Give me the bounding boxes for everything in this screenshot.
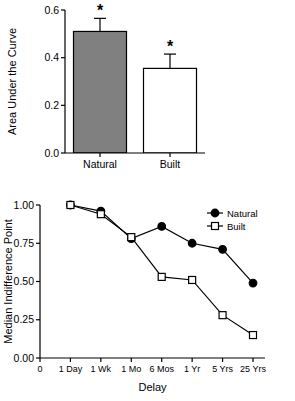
- legend-label: Natural: [227, 208, 258, 219]
- error-line: [99, 18, 100, 31]
- x-tick-label: 6 Mos: [149, 364, 174, 374]
- point: [188, 239, 196, 247]
- y-tick: [36, 281, 40, 282]
- x-tick-label: 1 Yr: [184, 364, 200, 374]
- series-line: [70, 205, 253, 335]
- point: [219, 246, 227, 254]
- x-tick-label: 1 Day: [59, 364, 83, 374]
- legend-marker: [211, 209, 219, 217]
- point: [250, 332, 257, 339]
- point: [128, 234, 135, 241]
- error-line: [169, 54, 170, 68]
- x-tick-label: 0: [37, 364, 42, 374]
- x-tick-label: Built: [160, 158, 181, 170]
- y-tick: [36, 243, 40, 244]
- point: [158, 273, 165, 280]
- point: [67, 202, 74, 209]
- x-tick: [70, 358, 71, 362]
- x-tick-label: 5 Yrs: [212, 364, 233, 374]
- y-tick-label: 0.2: [44, 99, 59, 111]
- x-tick-label: 1 Mo: [121, 364, 141, 374]
- y-tick-label: 0.4: [44, 51, 59, 63]
- y-tick-label: 0.50: [14, 275, 35, 287]
- y-tick: [36, 357, 40, 358]
- error-bar: [94, 18, 106, 31]
- y-axis-label: Median Indifference Point: [2, 219, 14, 344]
- x-tick-label: Natural: [83, 158, 117, 170]
- y-tick-label: 0.00: [14, 352, 35, 364]
- legend-label: Built: [227, 221, 246, 232]
- x-tick: [222, 358, 223, 362]
- bars: [74, 18, 197, 153]
- point: [219, 312, 226, 319]
- x-axis-label: Delay: [138, 381, 167, 393]
- x-axis: [40, 357, 265, 358]
- x-tick: [161, 358, 162, 362]
- y-axis: [64, 10, 65, 153]
- x-tick: [100, 358, 101, 362]
- y-tick: [36, 204, 40, 205]
- series-line: [70, 205, 253, 283]
- x-tick: [252, 358, 253, 362]
- point: [67, 201, 75, 209]
- y-tick-label: 0.6: [44, 4, 59, 16]
- y-tick-label: 1.00: [14, 199, 35, 211]
- x-tick: [169, 153, 170, 157]
- annotation: *: [97, 2, 104, 19]
- bar: [74, 31, 127, 153]
- y-tick: [36, 319, 40, 320]
- y-axis-label: Area Under the Curve: [6, 28, 18, 135]
- x-tick-label: 25 Yrs: [240, 364, 266, 374]
- x-tick: [192, 358, 193, 362]
- point: [189, 276, 196, 283]
- annotation: *: [167, 38, 174, 55]
- error-bar: [164, 54, 176, 68]
- point: [249, 279, 257, 287]
- y-tick: [61, 57, 65, 58]
- point: [158, 223, 166, 231]
- y-tick-label: 0.75: [14, 237, 35, 249]
- legend-marker: [212, 223, 219, 230]
- x-axis: [65, 152, 205, 153]
- x-tick-label: 1 Wk: [91, 364, 112, 374]
- x-tick: [99, 153, 100, 157]
- y-tick: [61, 152, 65, 153]
- x-tick: [131, 358, 132, 362]
- legend: Natural Built: [207, 208, 258, 232]
- y-tick-label: 0.0: [44, 147, 59, 159]
- y-tick-label: 0.25: [14, 313, 35, 325]
- lines: [67, 201, 257, 338]
- figure: Natural Built 0.0 0.2 0.4 0.6 Area Under the C…: [0, 0, 295, 401]
- point: [97, 211, 104, 218]
- bar: [144, 68, 197, 153]
- y-tick: [61, 9, 65, 10]
- y-tick: [61, 105, 65, 106]
